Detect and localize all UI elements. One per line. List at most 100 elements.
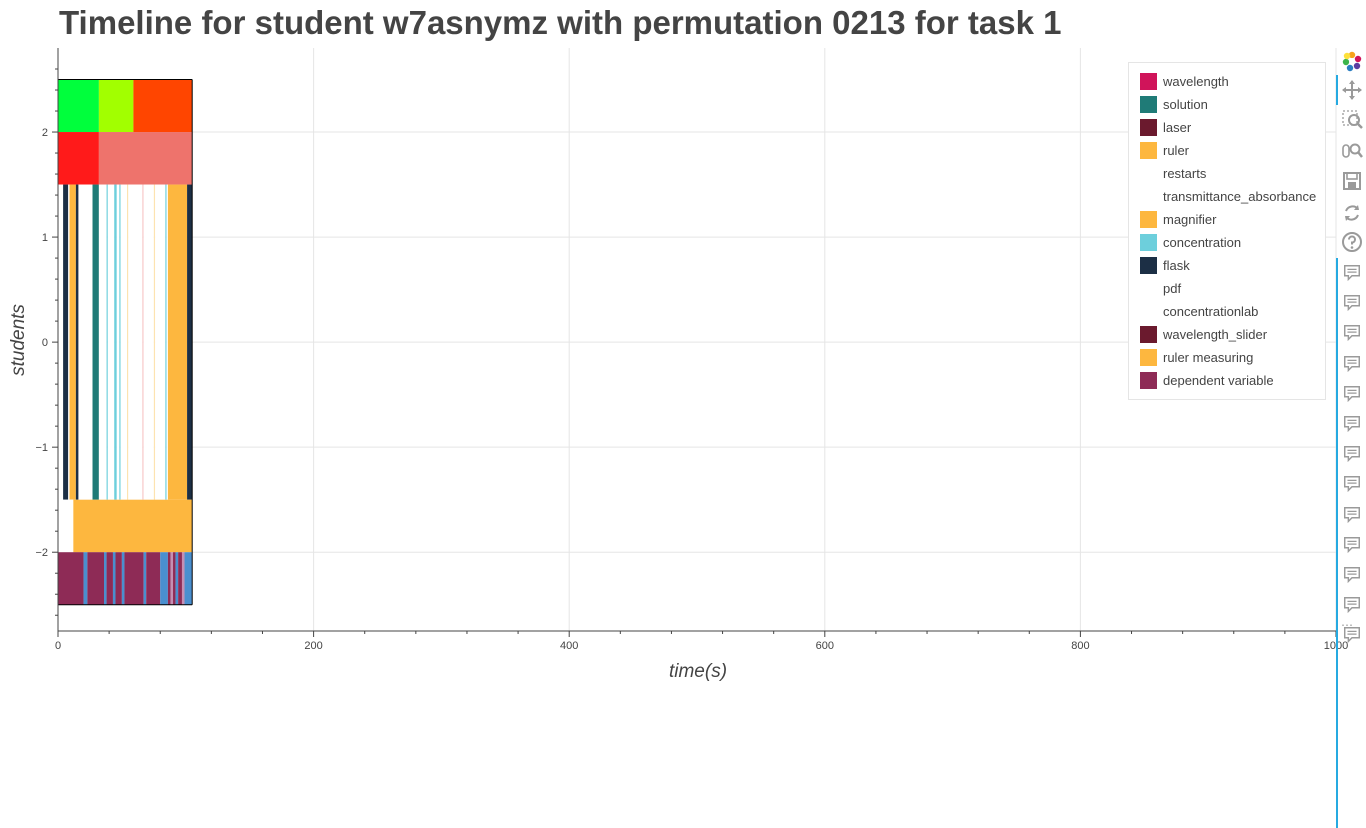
x-tick-label: 400 [560, 640, 578, 652]
toolbar-overflow-icon[interactable]: ⋯ [1341, 618, 1353, 632]
timeline-segment[interactable] [92, 184, 99, 500]
legend-item[interactable]: flask [1129, 255, 1325, 278]
timeline-segment[interactable] [78, 184, 93, 500]
hover-icon[interactable] [1342, 505, 1362, 525]
legend-swatch [1140, 234, 1157, 251]
timeline-segment[interactable] [98, 184, 107, 500]
timeline-segment[interactable] [98, 132, 193, 185]
legend-item[interactable]: magnifier [1129, 209, 1325, 232]
hover-icon[interactable] [1342, 384, 1362, 404]
y-axis-label: students [8, 304, 29, 376]
legend-item[interactable]: concentration [1129, 232, 1325, 255]
legend-item[interactable]: ruler [1129, 140, 1325, 163]
timeline-segment[interactable] [58, 79, 99, 133]
timeline-segment[interactable] [143, 184, 154, 500]
legend-item[interactable]: wavelength [1129, 71, 1325, 94]
hover-icon[interactable] [1342, 625, 1362, 645]
timeline-segment[interactable] [167, 184, 188, 500]
timeline-segment[interactable] [116, 184, 120, 500]
timeline-segment[interactable] [120, 184, 128, 500]
hover-icon[interactable] [1342, 474, 1362, 494]
legend-item[interactable]: transmittance_absorbance [1129, 186, 1325, 209]
timeline-segment[interactable] [173, 552, 176, 605]
legend-item[interactable]: laser [1129, 117, 1325, 140]
timeline-segment[interactable] [115, 552, 122, 605]
legend-item[interactable]: dependent variable [1129, 370, 1325, 393]
pan-icon[interactable] [1341, 79, 1363, 101]
legend-item[interactable]: solution [1129, 94, 1325, 117]
hover-icon[interactable] [1342, 535, 1362, 555]
timeline-segment[interactable] [153, 184, 156, 500]
timeline-segment[interactable] [83, 552, 88, 605]
timeline-segment[interactable] [184, 552, 193, 605]
hover-icon[interactable] [1342, 595, 1362, 615]
hover-icon[interactable] [1342, 565, 1362, 585]
timeline-segment[interactable] [178, 552, 182, 605]
legend-item[interactable]: restarts [1129, 163, 1325, 186]
legend-label: ruler measuring [1163, 350, 1254, 365]
timeline-segment[interactable] [165, 184, 167, 500]
timeline-segment[interactable] [106, 184, 108, 500]
timeline-segment[interactable] [160, 552, 168, 605]
hover-icon[interactable] [1342, 293, 1362, 313]
timeline-segment[interactable] [142, 184, 144, 500]
timeline-segment[interactable] [104, 552, 107, 605]
y-tick-label: −1 [35, 442, 48, 454]
legend-item[interactable]: wavelength_slider [1129, 324, 1325, 347]
timeline-segment[interactable] [114, 184, 117, 500]
timeline-segment[interactable] [58, 499, 74, 553]
timeline-segment[interactable] [107, 184, 115, 500]
box-zoom-icon[interactable] [1341, 109, 1363, 131]
timeline-segment[interactable] [166, 184, 168, 500]
timeline-segment[interactable] [155, 184, 166, 500]
timeline-segment[interactable] [63, 184, 69, 500]
y-tick-label: 1 [42, 232, 48, 244]
hover-icon[interactable] [1342, 414, 1362, 434]
hover-icon[interactable] [1342, 263, 1362, 283]
timeline-segment[interactable] [127, 184, 129, 500]
timeline-segment[interactable] [69, 184, 76, 500]
timeline-segment[interactable] [75, 184, 79, 500]
timeline-segment[interactable] [119, 184, 121, 500]
timeline-segment[interactable] [146, 552, 161, 605]
timeline-segment[interactable] [170, 552, 174, 605]
hover-icon[interactable] [1342, 354, 1362, 374]
timeline-segment[interactable] [187, 184, 193, 500]
legend-swatch [1140, 372, 1157, 389]
grid-lines [58, 48, 1337, 631]
timeline-segment[interactable] [143, 552, 147, 605]
timeline-bars[interactable] [58, 79, 193, 606]
legend-item[interactable]: ruler measuring [1129, 347, 1325, 370]
timeline-segment[interactable] [128, 184, 143, 500]
legend-item[interactable]: pdf [1129, 278, 1325, 301]
reset-icon[interactable] [1341, 202, 1363, 224]
timeline-segment[interactable] [124, 552, 144, 605]
legend-swatch [1140, 303, 1157, 320]
timeline-segment[interactable] [98, 79, 134, 133]
timeline-segment[interactable] [167, 552, 171, 605]
timeline-segment[interactable] [58, 132, 99, 185]
timeline-segment[interactable] [68, 184, 70, 500]
help-icon[interactable] [1341, 231, 1363, 253]
timeline-segment[interactable] [175, 552, 179, 605]
timeline-segment[interactable] [181, 552, 185, 605]
timeline-segment[interactable] [58, 552, 84, 605]
bokeh-logo-icon[interactable] [1341, 50, 1363, 72]
timeline-segment[interactable] [121, 552, 125, 605]
timeline-segment[interactable] [112, 552, 116, 605]
save-icon[interactable] [1341, 170, 1363, 192]
timeline-segment[interactable] [106, 552, 113, 605]
timeline-segment[interactable] [73, 499, 193, 553]
timeline-segment[interactable] [133, 79, 193, 133]
x-tick-label: 600 [816, 640, 834, 652]
timeline-segment[interactable] [58, 184, 64, 500]
legend-swatch [1140, 280, 1157, 297]
timeline-segment[interactable] [87, 552, 105, 605]
hover-icon[interactable] [1342, 323, 1362, 343]
legend-item[interactable]: concentrationlab [1129, 301, 1325, 324]
legend-swatch [1140, 326, 1157, 343]
wheel-zoom-icon[interactable] [1341, 140, 1363, 162]
hover-icon[interactable] [1342, 444, 1362, 464]
